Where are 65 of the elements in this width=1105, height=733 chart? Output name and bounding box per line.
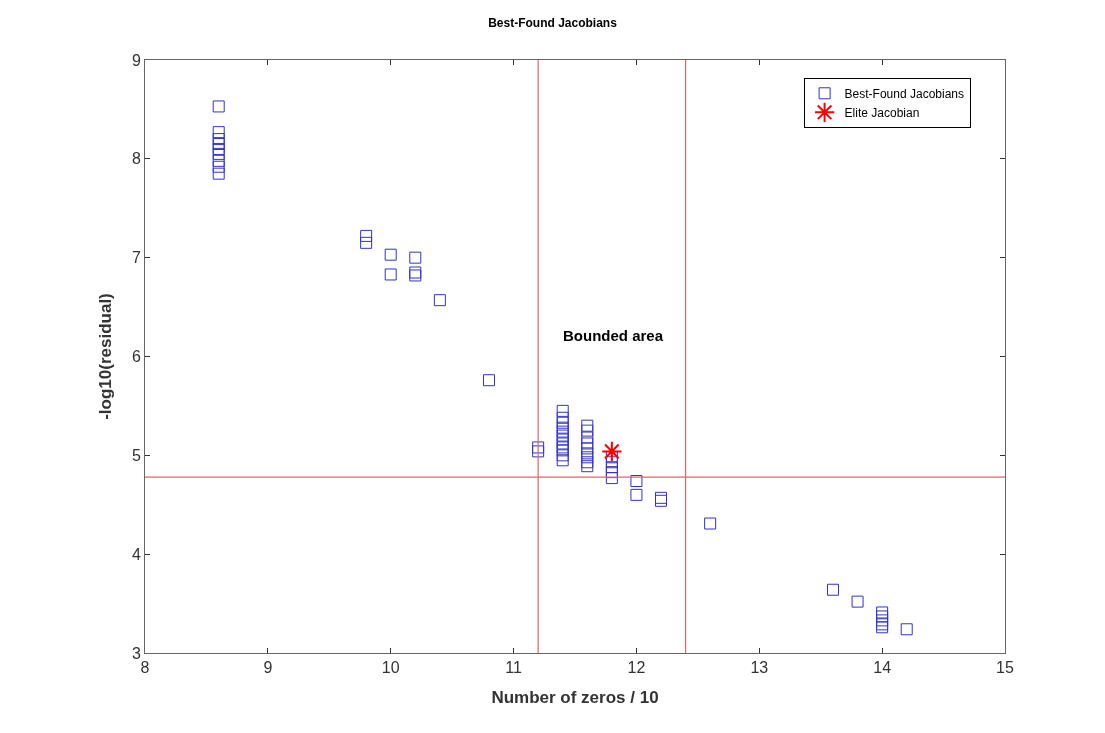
point bbox=[212, 147, 225, 160]
x-tick-label: 9 bbox=[263, 659, 273, 677]
point bbox=[384, 268, 397, 281]
y-tick-label: 3 bbox=[131, 644, 141, 662]
y-axis-title: -log10(residual) bbox=[96, 293, 116, 420]
y-tick-label: 5 bbox=[131, 446, 141, 464]
point bbox=[556, 416, 569, 429]
point bbox=[384, 248, 397, 261]
point bbox=[556, 411, 569, 424]
chart-title: Best-Found Jacobians bbox=[488, 15, 618, 30]
point bbox=[630, 475, 643, 488]
annotation: Bounded area bbox=[563, 327, 664, 344]
point bbox=[581, 442, 594, 455]
point bbox=[556, 404, 569, 417]
point bbox=[212, 167, 225, 180]
y-tick-label: 9 bbox=[131, 51, 141, 69]
point bbox=[556, 425, 569, 438]
y-tick-label: 6 bbox=[131, 348, 141, 366]
point bbox=[360, 229, 373, 242]
point bbox=[483, 374, 495, 387]
point bbox=[581, 460, 594, 473]
x-tick-label: 15 bbox=[996, 659, 1014, 677]
x-tick-label: 11 bbox=[505, 659, 522, 677]
point bbox=[212, 154, 225, 167]
point bbox=[900, 623, 913, 636]
point bbox=[212, 126, 225, 139]
point bbox=[704, 517, 717, 530]
point bbox=[605, 456, 618, 469]
point bbox=[581, 451, 594, 464]
point bbox=[876, 610, 889, 623]
point bbox=[212, 133, 225, 146]
point bbox=[876, 606, 889, 619]
point bbox=[556, 429, 569, 442]
point bbox=[556, 437, 569, 450]
x-axis-title: Number of zeros / 10 bbox=[491, 687, 659, 707]
point bbox=[876, 614, 889, 627]
point bbox=[851, 595, 864, 608]
point bbox=[581, 447, 594, 460]
point bbox=[433, 294, 446, 307]
legend-label: Best-Found Jacobians bbox=[844, 86, 965, 101]
point bbox=[532, 445, 545, 458]
point bbox=[827, 583, 839, 596]
x-tick-label: 13 bbox=[750, 659, 769, 677]
y-tick-label: 7 bbox=[131, 249, 141, 267]
legend-label: Elite Jacobian bbox=[844, 105, 920, 120]
point bbox=[601, 440, 623, 462]
y-tick-label: 8 bbox=[131, 150, 141, 168]
point bbox=[212, 100, 225, 113]
point bbox=[581, 456, 594, 469]
point bbox=[581, 437, 594, 450]
point bbox=[605, 472, 618, 485]
point bbox=[409, 251, 422, 264]
point bbox=[556, 449, 569, 462]
point bbox=[212, 160, 225, 173]
point bbox=[532, 441, 545, 454]
point bbox=[212, 142, 225, 155]
x-tick-label: 12 bbox=[627, 659, 646, 677]
y-tick-label: 4 bbox=[131, 545, 141, 563]
point bbox=[556, 454, 569, 467]
point bbox=[630, 488, 643, 501]
x-tick-label: 14 bbox=[873, 659, 892, 677]
point bbox=[360, 236, 373, 249]
point bbox=[212, 138, 225, 151]
x-tick-label: 10 bbox=[381, 659, 400, 677]
point bbox=[581, 424, 594, 437]
